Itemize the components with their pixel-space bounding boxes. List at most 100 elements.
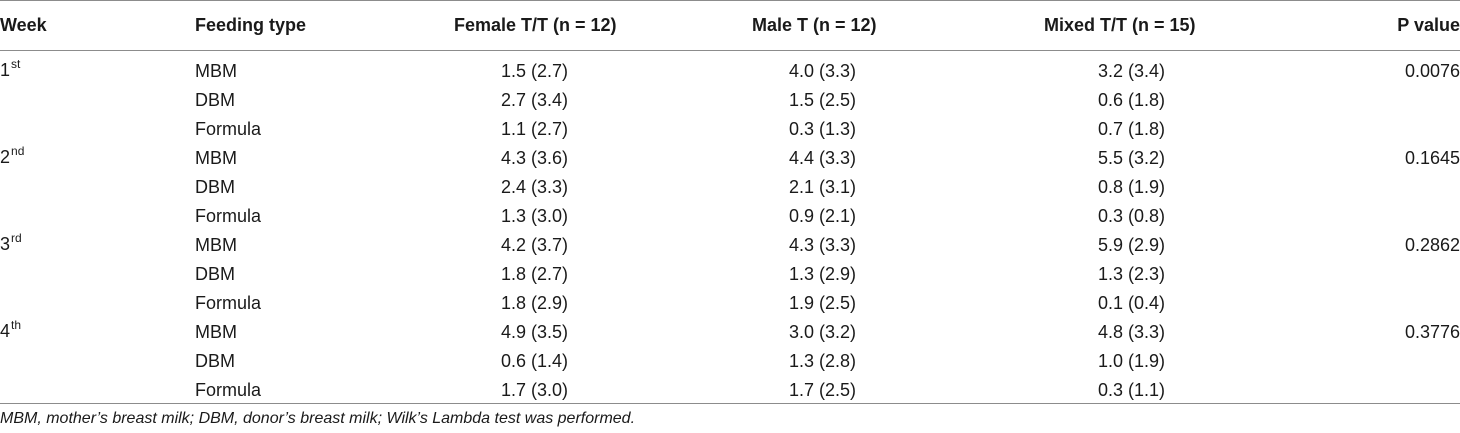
cell-feeding-type: DBM	[195, 90, 235, 110]
cell-female: 1.7 (3.0)	[501, 380, 569, 400]
table-row: 4th MBM 4.9 (3.5) 3.0 (3.2) 4.8 (3.3) 0.3776	[0, 318, 1460, 347]
week-ordinal-suffix: th	[11, 318, 22, 332]
cell-female: 1.5 (2.7)	[501, 61, 569, 81]
table-row: 2nd MBM 4.3 (3.6) 4.4 (3.3) 5.5 (3.2) 0.1645	[0, 144, 1460, 173]
cell-female: 2.7 (3.4)	[501, 90, 569, 110]
cell-female: 4.9 (3.5)	[501, 322, 569, 342]
cell-male: 4.0 (3.3)	[789, 61, 857, 81]
cell-feeding-type: Formula	[195, 119, 262, 139]
cell-male: 1.5 (2.5)	[789, 90, 857, 110]
week-ordinal-suffix: nd	[11, 144, 25, 158]
cell-mixed: 0.3 (0.8)	[1098, 206, 1166, 226]
cell-p-value	[1300, 347, 1460, 376]
cell-week: 4th	[0, 318, 195, 347]
cell-female: 1.8 (2.7)	[501, 264, 569, 284]
table-footnote: MBM, mother’s breast milk; DBM, donor’s …	[0, 410, 636, 427]
cell-week: 3rd	[0, 231, 195, 260]
cell-week	[0, 173, 195, 202]
cell-mixed: 5.5 (3.2)	[1098, 148, 1166, 168]
cell-week	[0, 86, 195, 115]
cell-week	[0, 202, 195, 231]
results-table: Week Feeding type Female T/T (n = 12) Ma…	[0, 0, 1460, 405]
week-number: 4	[0, 321, 11, 341]
cell-feeding-type: MBM	[195, 61, 237, 81]
cell-mixed: 0.8 (1.9)	[1098, 177, 1166, 197]
cell-feeding-type: Formula	[195, 206, 262, 226]
header-male: Male T (n = 12)	[752, 14, 877, 35]
cell-p-value	[1300, 376, 1460, 405]
week-number: 3	[0, 234, 11, 254]
table-row: Formula 1.3 (3.0) 0.9 (2.1) 0.3 (0.8)	[0, 202, 1460, 231]
header-p-value: P value	[1397, 14, 1460, 35]
header-feeding-type: Feeding type	[195, 14, 307, 35]
cell-p-value: 0.3776	[1404, 322, 1460, 342]
week-ordinal-suffix: st	[11, 57, 21, 71]
table-row: 3rd MBM 4.2 (3.7) 4.3 (3.3) 5.9 (2.9) 0.2862	[0, 231, 1460, 260]
cell-week	[0, 376, 195, 405]
table-row: DBM 2.4 (3.3) 2.1 (3.1) 0.8 (1.9)	[0, 173, 1460, 202]
cell-p-value: 0.2862	[1404, 235, 1460, 255]
cell-mixed: 4.8 (3.3)	[1098, 322, 1166, 342]
header-week: Week	[0, 14, 47, 35]
cell-female: 1.3 (3.0)	[501, 206, 569, 226]
cell-mixed: 0.3 (1.1)	[1098, 380, 1166, 400]
cell-male: 1.3 (2.8)	[789, 351, 857, 371]
cell-feeding-type: Formula	[195, 293, 262, 313]
cell-mixed: 5.9 (2.9)	[1098, 235, 1166, 255]
cell-feeding-type: MBM	[195, 322, 237, 342]
cell-feeding-type: MBM	[195, 235, 237, 255]
cell-feeding-type: DBM	[195, 351, 235, 371]
table-body: 1st MBM 1.5 (2.7) 4.0 (3.3) 3.2 (3.4) 0.0076 D…	[0, 50, 1460, 405]
cell-male: 3.0 (3.2)	[789, 322, 857, 342]
cell-female: 0.6 (1.4)	[501, 351, 569, 371]
table-row: DBM 1.8 (2.7) 1.3 (2.9) 1.3 (2.3)	[0, 260, 1460, 289]
cell-female: 2.4 (3.3)	[501, 177, 569, 197]
cell-p-value	[1300, 289, 1460, 318]
cell-p-value	[1300, 202, 1460, 231]
cell-mixed: 1.0 (1.9)	[1098, 351, 1166, 371]
cell-week	[0, 115, 195, 144]
cell-female: 1.8 (2.9)	[501, 293, 569, 313]
cell-male: 0.9 (2.1)	[789, 206, 857, 226]
cell-p-value	[1300, 260, 1460, 289]
cell-week	[0, 260, 195, 289]
cell-female: 4.3 (3.6)	[501, 148, 569, 168]
cell-male: 0.3 (1.3)	[789, 119, 857, 139]
header-mixed: Mixed T/T (n = 15)	[1044, 14, 1196, 35]
cell-feeding-type: DBM	[195, 264, 235, 284]
cell-female: 4.2 (3.7)	[501, 235, 569, 255]
week-number: 2	[0, 147, 11, 167]
table-row: DBM 0.6 (1.4) 1.3 (2.8) 1.0 (1.9)	[0, 347, 1460, 376]
cell-week: 2nd	[0, 144, 195, 173]
cell-week	[0, 289, 195, 318]
cell-male: 1.3 (2.9)	[789, 264, 857, 284]
cell-mixed: 0.6 (1.8)	[1098, 90, 1166, 110]
table-row: 1st MBM 1.5 (2.7) 4.0 (3.3) 3.2 (3.4) 0.0076	[0, 50, 1460, 86]
cell-feeding-type: MBM	[195, 148, 237, 168]
table-row: Formula 1.1 (2.7) 0.3 (1.3) 0.7 (1.8)	[0, 115, 1460, 144]
cell-p-value: 0.1645	[1404, 148, 1460, 168]
cell-male: 2.1 (3.1)	[789, 177, 857, 197]
cell-p-value	[1300, 173, 1460, 202]
cell-male: 1.9 (2.5)	[789, 293, 857, 313]
cell-mixed: 0.7 (1.8)	[1098, 119, 1166, 139]
table-header-row: Week Feeding type Female T/T (n = 12) Ma…	[0, 0, 1460, 50]
cell-p-value: 0.0076	[1404, 61, 1460, 81]
week-ordinal-suffix: rd	[11, 231, 22, 245]
cell-mixed: 3.2 (3.4)	[1098, 61, 1166, 81]
table-row: DBM 2.7 (3.4) 1.5 (2.5) 0.6 (1.8)	[0, 86, 1460, 115]
table-row: Formula 1.8 (2.9) 1.9 (2.5) 0.1 (0.4)	[0, 289, 1460, 318]
header-female: Female T/T (n = 12)	[454, 14, 617, 35]
table-top-rule	[0, 0, 1460, 1]
cell-week: 1st	[0, 50, 195, 86]
cell-week	[0, 347, 195, 376]
cell-feeding-type: Formula	[195, 380, 262, 400]
cell-male: 4.3 (3.3)	[789, 235, 857, 255]
cell-p-value	[1300, 115, 1460, 144]
cell-mixed: 1.3 (2.3)	[1098, 264, 1166, 284]
cell-mixed: 0.1 (0.4)	[1098, 293, 1166, 313]
table-header-rule	[0, 50, 1460, 51]
cell-male: 1.7 (2.5)	[789, 380, 857, 400]
table-row: Formula 1.7 (3.0) 1.7 (2.5) 0.3 (1.1)	[0, 376, 1460, 405]
table-bottom-rule	[0, 403, 1460, 404]
